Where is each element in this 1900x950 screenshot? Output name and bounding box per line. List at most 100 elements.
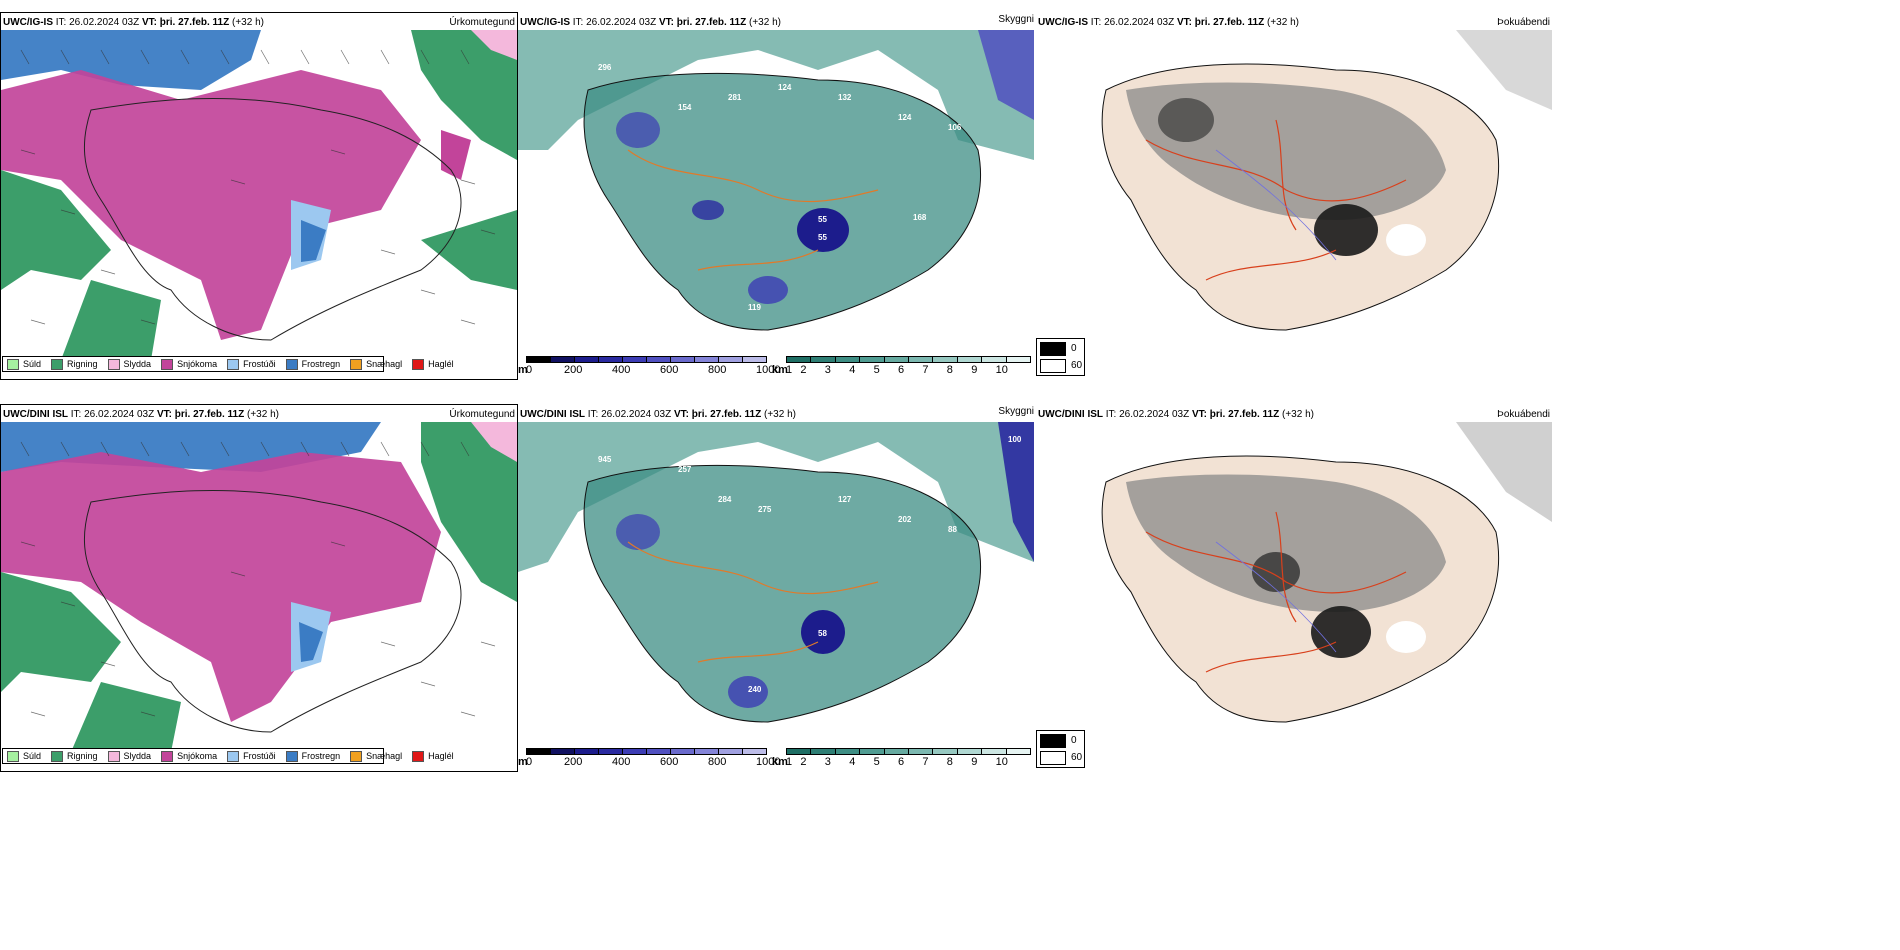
vis-value: 132 xyxy=(838,93,852,102)
vis-value: 945 xyxy=(598,455,612,464)
colorbar-tick-label: 5 xyxy=(873,756,880,768)
precip-map xyxy=(1,30,517,360)
colorbar-segments: 1 2 3 4 5 6 7 8 9 10 xyxy=(786,748,1031,768)
colorbar-tick-label: 400 xyxy=(612,756,631,768)
vis-value: 257 xyxy=(678,465,692,474)
vis-value: 55 xyxy=(818,215,827,224)
colorbar-tick-label: 600 xyxy=(660,756,679,768)
panel-header: UWC/DINI ISL IT: 26.02.2024 03Z VT: þri.… xyxy=(3,409,279,421)
colorbar-tick-label: 7 xyxy=(922,364,929,376)
colorbar-tick-label: 7 xyxy=(922,756,929,768)
model-name: UWC/IG-IS xyxy=(1038,17,1088,28)
init-time: 26.02.2024 03Z xyxy=(586,17,657,28)
legend-item: Haglél xyxy=(412,750,454,762)
vis-value: 275 xyxy=(758,505,772,514)
vis-value: 202 xyxy=(898,515,912,524)
colorbar-segment xyxy=(742,748,767,755)
init-label: IT: xyxy=(1105,409,1117,420)
visibility-panel-top: UWC/IG-IS IT: 26.02.2024 03Z VT: þri. 27… xyxy=(518,12,1036,380)
colorbar-tick-label: 6 xyxy=(898,364,905,376)
colorbar-segment xyxy=(694,748,719,755)
init-label: IT: xyxy=(587,409,599,420)
vis-value: 100 xyxy=(1008,435,1022,444)
colorbar-segment xyxy=(574,748,599,755)
vis-value: 106 xyxy=(948,123,962,132)
colorbar-tick-label: 4 xyxy=(849,364,856,376)
colorbar-segment xyxy=(598,356,623,363)
colorbar-segment xyxy=(670,748,695,755)
colorbar-segment xyxy=(694,356,719,363)
visibility-colorbar-km: km 1 2 3 4 5 6 7 8 9 10 xyxy=(772,748,1032,770)
panel-header: UWC/IG-IS IT: 26.02.2024 03Z VT: þri. 27… xyxy=(1038,17,1299,29)
colorbar-segment xyxy=(550,748,575,755)
lead-time: (+32 h) xyxy=(1282,409,1314,420)
legend-item: Slydda xyxy=(107,750,151,762)
init-label: IT: xyxy=(1090,17,1102,28)
colorbar-tick-label: 1 xyxy=(786,364,793,376)
colorbar-tick-label: 2 xyxy=(800,756,807,768)
model-name: UWC/DINI ISL xyxy=(1038,409,1103,420)
legend-item: Rigning xyxy=(51,358,98,370)
colorbar-segment xyxy=(670,356,695,363)
colorbar-tick-label: 5 xyxy=(873,364,880,376)
valid-time: þri. 27.feb. 11Z xyxy=(691,409,762,420)
fog-map xyxy=(1036,30,1552,350)
vis-value: 124 xyxy=(778,83,792,92)
colorbar-segment xyxy=(598,748,623,755)
colorbar-tick-label: 9 xyxy=(971,364,978,376)
vis-value: 240 xyxy=(748,685,762,694)
colorbar-segment xyxy=(859,356,885,363)
visibility-colorbar-m: m 0 200 400 600 800 1000 xyxy=(518,356,780,378)
panel-title: Þokuábendi xyxy=(1497,17,1550,28)
colorbar-tick-label: 800 xyxy=(708,756,727,768)
colorbar-segment xyxy=(908,356,934,363)
visibility-colorbar-m: m 0 200 400 600 800 1000 xyxy=(518,748,780,770)
init-label: IT: xyxy=(70,409,82,420)
fog-legend: 0 60 xyxy=(1036,730,1085,768)
init-time: 26.02.2024 03Z xyxy=(601,409,672,420)
fog-legend: 0 60 xyxy=(1036,338,1085,376)
colorbar-segment xyxy=(622,356,647,363)
valid-time: þri. 27.feb. 11Z xyxy=(1194,17,1265,28)
visibility-map-svg: 55 55 296 154 281 124 132 124 106 168 11… xyxy=(518,30,1034,350)
precip-map xyxy=(1,422,517,752)
vis-value: 127 xyxy=(838,495,852,504)
colorbar-tick-label: 600 xyxy=(660,364,679,376)
colorbar-segment xyxy=(646,356,671,363)
fog-map-svg xyxy=(1036,422,1552,742)
panel-header: UWC/DINI ISL IT: 26.02.2024 03Z VT: þri.… xyxy=(1038,409,1314,421)
colorbar-tick-label: 200 xyxy=(564,364,583,376)
vis-value: 168 xyxy=(913,213,927,222)
colorbar-tick-label: 1 xyxy=(786,756,793,768)
panel-header: UWC/DINI ISL IT: 26.02.2024 03Z VT: þri.… xyxy=(520,409,796,421)
lead-time: (+32 h) xyxy=(749,17,781,28)
legend-label: 60 xyxy=(1071,360,1083,371)
colorbar-unit: km xyxy=(772,756,788,768)
lead-time: (+32 h) xyxy=(1267,17,1299,28)
legend-swatch xyxy=(1040,734,1066,748)
colorbar-tick-label: 1000 xyxy=(756,364,781,376)
valid-time: þri. 27.feb. 11Z xyxy=(676,17,747,28)
colorbar-tick-label: 8 xyxy=(946,364,953,376)
precip-type-panel-bottom: UWC/DINI ISL IT: 26.02.2024 03Z VT: þri.… xyxy=(0,404,518,772)
visibility-map: 55 55 296 154 281 124 132 124 106 168 11… xyxy=(518,30,1034,350)
legend-item: Frostregn xyxy=(285,358,340,370)
panel-header: UWC/IG-IS IT: 26.02.2024 03Z VT: þri. 27… xyxy=(520,17,781,29)
precip-legend: Súld Rigning Slydda Snjókoma Frostúði Fr… xyxy=(2,356,454,372)
colorbar-segment xyxy=(718,356,743,363)
colorbar-tick-label: 6 xyxy=(898,756,905,768)
legend-item: Snjókoma xyxy=(161,358,217,370)
colorbar-tick-label: 9 xyxy=(971,756,978,768)
model-name: UWC/DINI ISL xyxy=(3,409,68,420)
fog-panel-top: UWC/IG-IS IT: 26.02.2024 03Z VT: þri. 27… xyxy=(1036,12,1552,380)
vis-value: 296 xyxy=(598,63,612,72)
colorbar-segment xyxy=(810,748,836,755)
colorbar-segment xyxy=(981,356,1007,363)
legend-item: Haglél xyxy=(412,358,454,370)
colorbar-segment xyxy=(622,748,647,755)
valid-label: VT: xyxy=(141,17,157,28)
visibility-panel-bottom: UWC/DINI ISL IT: 26.02.2024 03Z VT: þri.… xyxy=(518,404,1036,772)
valid-label: VT: xyxy=(1176,17,1192,28)
colorbar-segment xyxy=(859,748,885,755)
lead-time: (+32 h) xyxy=(247,409,279,420)
